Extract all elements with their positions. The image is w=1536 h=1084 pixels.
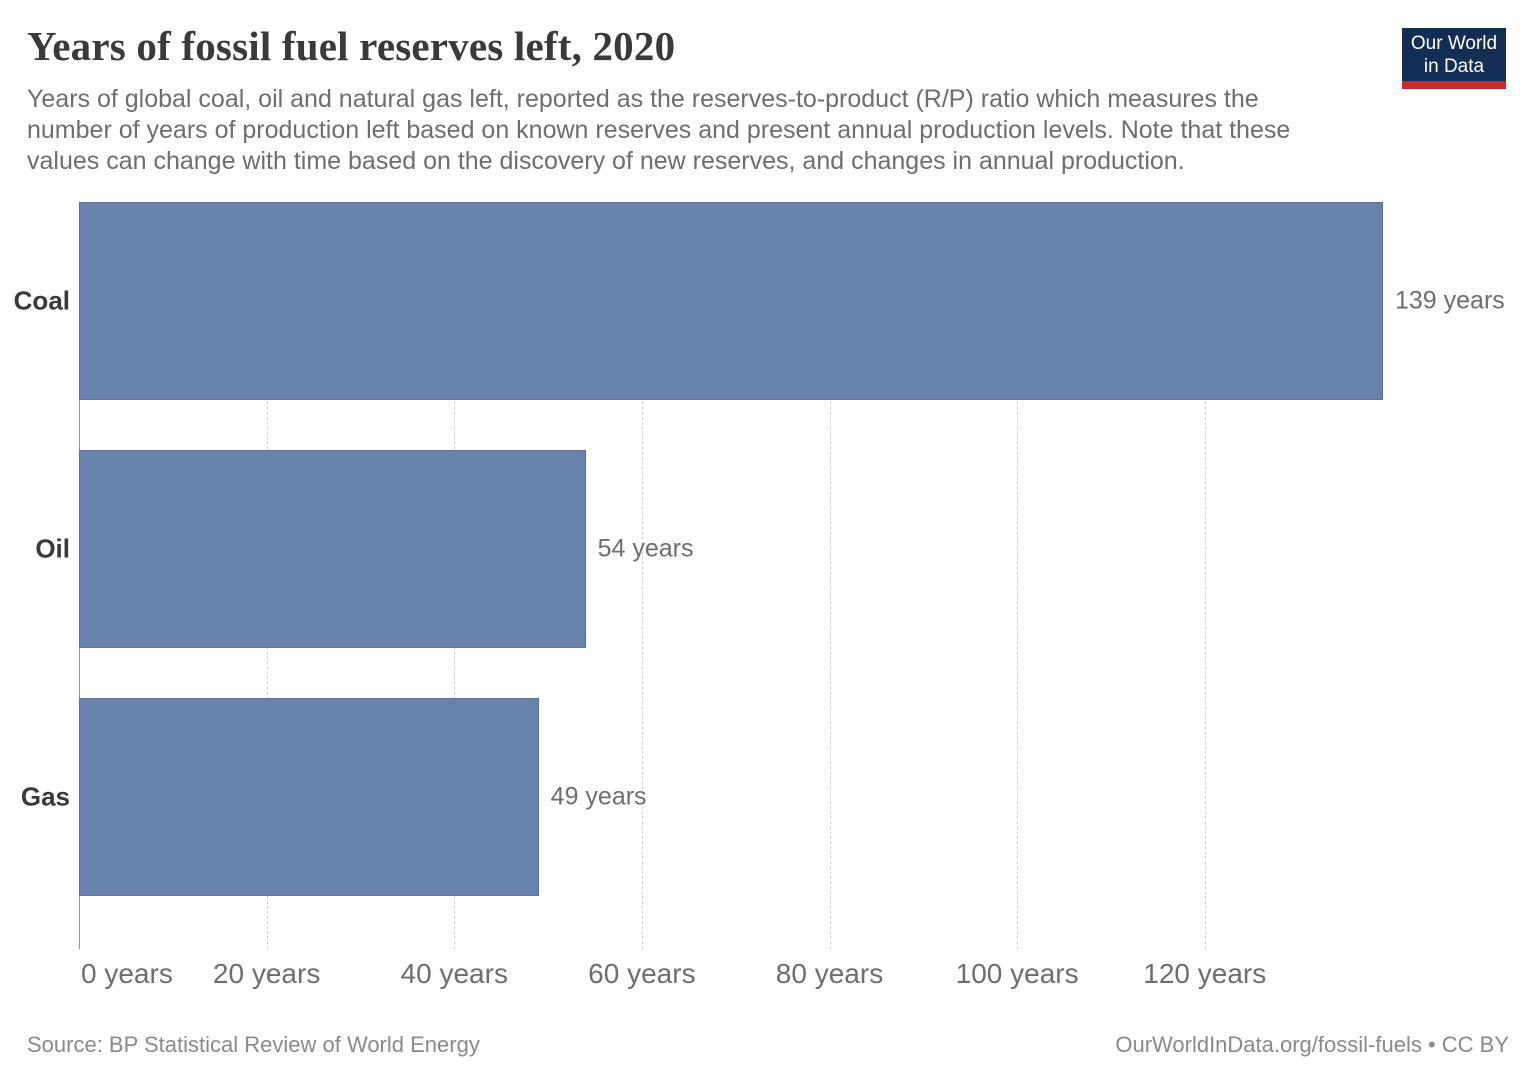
bar-row: Gas 49 years [21, 698, 1383, 896]
source-note: Source: BP Statistical Review of World E… [27, 1032, 480, 1057]
x-gridline [829, 202, 831, 949]
category-label: Gas [20, 781, 70, 812]
bar [79, 202, 1383, 400]
x-tick-label: 100 years [955, 958, 1079, 989]
x-tick-label: 80 years [775, 958, 884, 989]
license-note: OurWorldInData.org/fossil-fuels • CC BY [1115, 1032, 1509, 1057]
x-tick-label: 0 years [81, 958, 173, 989]
x-gridline [641, 202, 643, 949]
x-tick-label: 60 years [588, 958, 696, 989]
owid-logo: Our World in Data [1402, 28, 1506, 89]
value-label: 49 years [550, 782, 647, 811]
x-tick-label: 40 years [400, 958, 508, 989]
x-gridline [1017, 202, 1019, 949]
bar-row: Oil 54 years [35, 450, 1383, 648]
plot-area: Coal 139 years Oil 54 years Gas 49 years 0 yea… [14, 202, 1505, 989]
subtitle-line-1: Years of global coal, oil and natural ga… [27, 85, 1259, 113]
value-label: 54 years [597, 534, 694, 563]
owid-logo-line2: in Data [1423, 55, 1485, 77]
x-tick-label: 120 years [1143, 958, 1267, 989]
subtitle-line-2: number of years of production left based… [27, 116, 1291, 144]
category-label: Oil [35, 533, 70, 564]
bar [79, 698, 539, 896]
owid-logo-stripe [1402, 81, 1506, 89]
owid-logo-box: Our World in Data [1402, 28, 1506, 81]
value-label: 139 years [1395, 286, 1505, 315]
chart-title: Years of fossil fuel reserves left, 2020 [27, 23, 676, 69]
x-gridline [1204, 202, 1206, 949]
owid-logo-line1: Our World [1410, 32, 1498, 54]
bar [79, 450, 586, 648]
chart-footer: Source: BP Statistical Review of World E… [27, 1032, 1509, 1058]
bar-row: Coal 139 years [14, 202, 1505, 400]
category-label: Coal [13, 285, 70, 316]
chart-subtitle: Years of global coal, oil and natural ga… [27, 84, 1290, 177]
x-tick-label: 20 years [212, 958, 321, 989]
subtitle-line-3: values can change with time based on the… [27, 147, 1185, 175]
